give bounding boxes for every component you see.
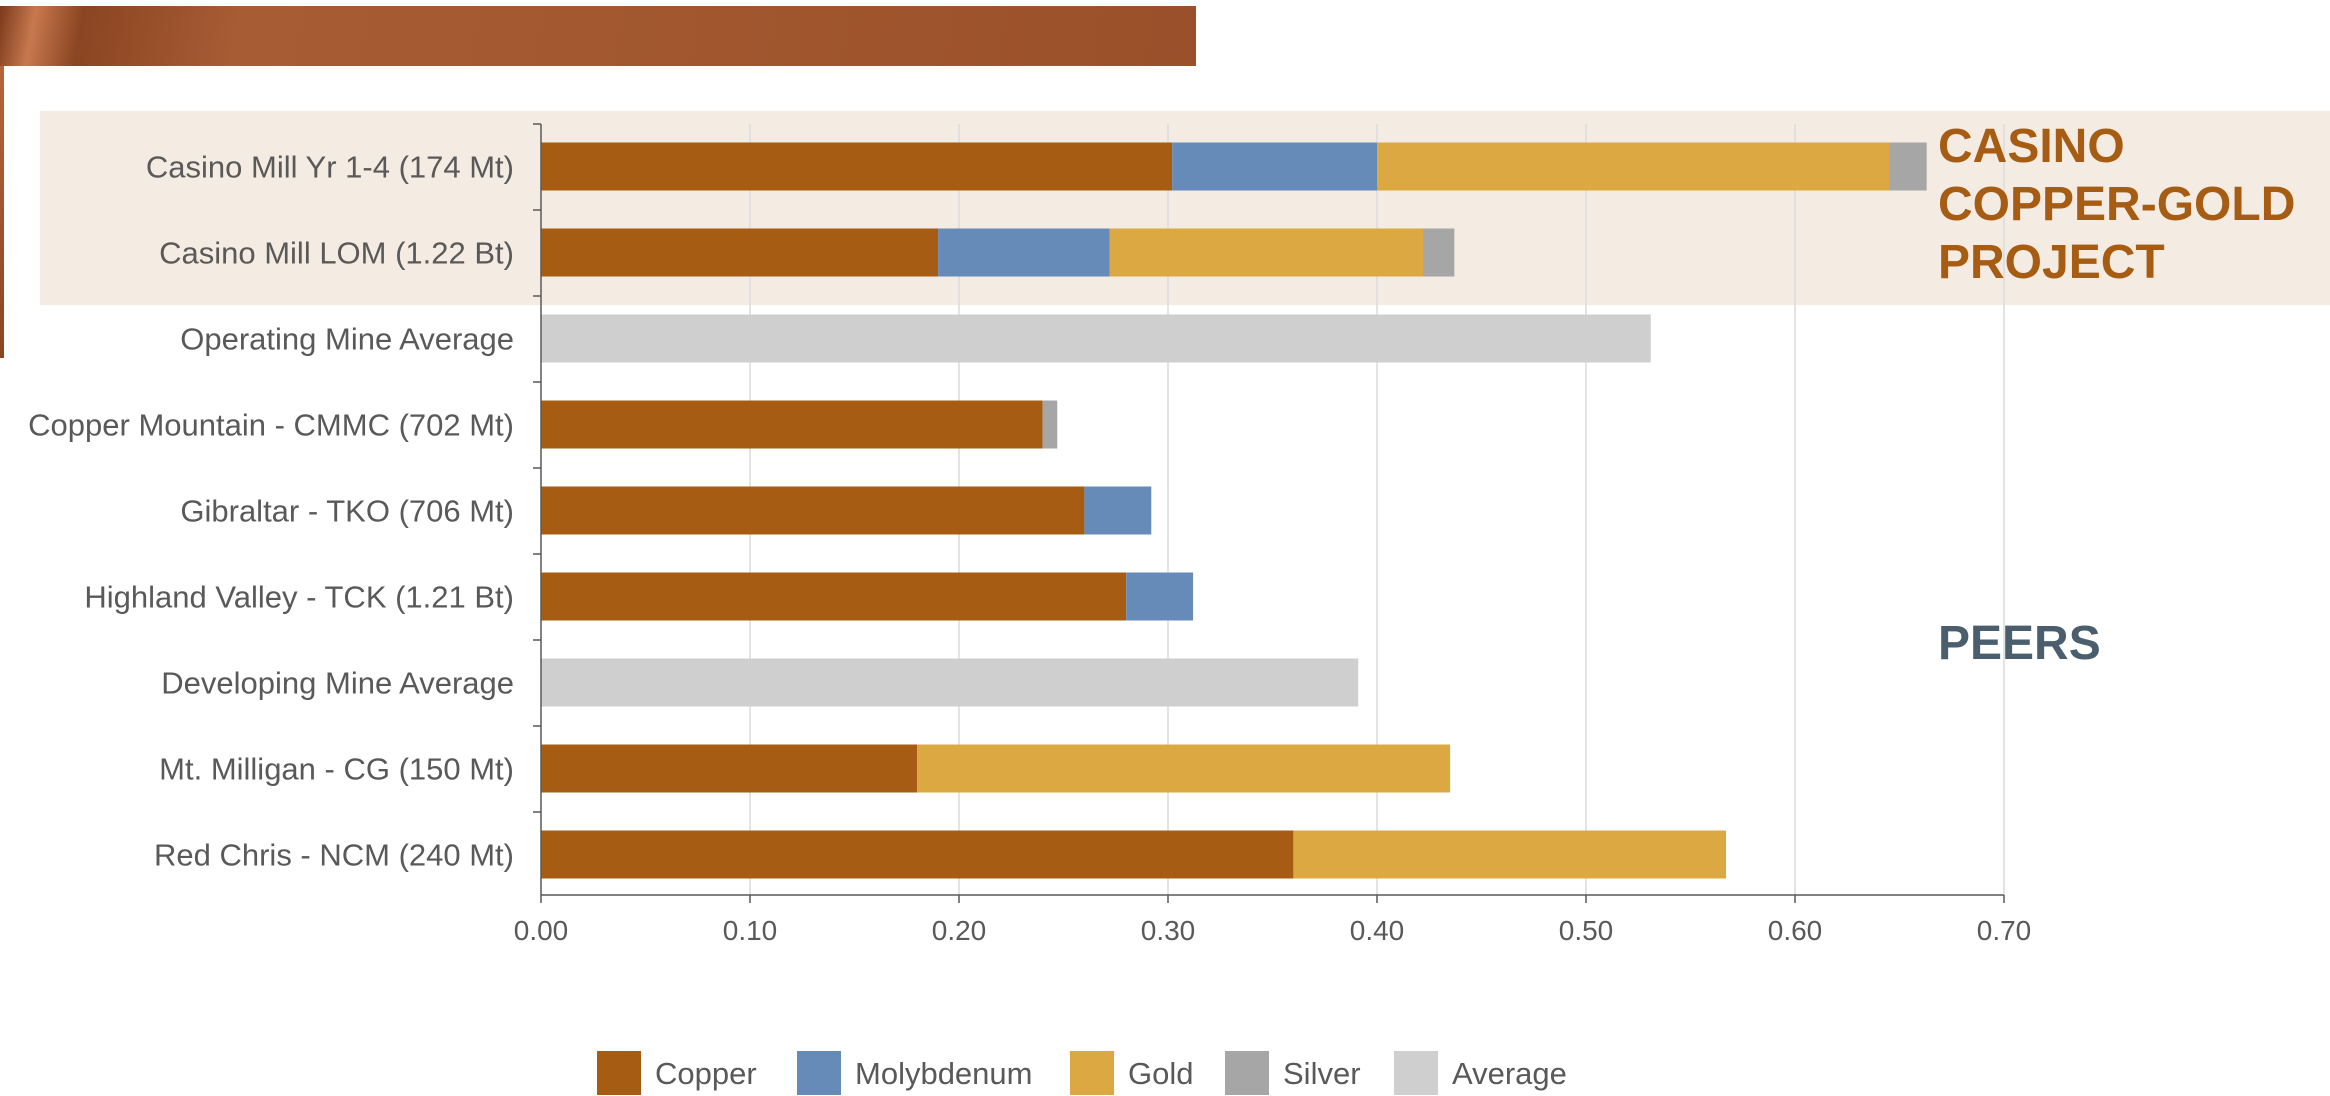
x-tick-label: 0.40 [1350,915,1405,946]
bar-copper-copper-mountain-cmmc-702-mt [541,400,1043,449]
category-label-gibraltar-tko-706-mt: Gibraltar - TKO (706 Mt) [180,494,514,529]
x-tick-label: 0.20 [932,915,987,946]
legend-label-molybdenum: Molybdenum [855,1056,1032,1091]
bar-copper-highland-valley-tck-1-21-bt [541,572,1127,621]
category-label-copper-mountain-cmmc-702-mt: Copper Mountain - CMMC (702 Mt) [28,408,514,443]
legend-swatch-molybdenum [797,1051,841,1095]
category-label-casino-mill-yr-1-4-174-mt: Casino Mill Yr 1-4 (174 Mt) [146,150,514,185]
legend-swatch-average [1394,1051,1438,1095]
category-label-highland-valley-tck-1-21-bt: Highland Valley - TCK (1.21 Bt) [84,580,514,615]
peers-label: PEERS [1938,617,2101,670]
bars [541,142,1927,879]
axes [533,123,2005,903]
bar-copper-casino-mill-lom-1-22-bt [541,228,939,277]
bar-silver-casino-mill-lom-1-22-bt [1422,228,1455,277]
bar-copper-casino-mill-yr-1-4-174-mt [541,142,1173,191]
bar-average-developing-mine-average [541,658,1359,707]
category-labels: Casino Mill Yr 1-4 (174 Mt) Casino Mill L… [28,150,514,873]
bar-average-operating-mine-average [541,314,1651,363]
legend-label-silver: Silver [1283,1056,1361,1091]
bar-gold-mt-milligan-cg-150-mt [917,744,1451,793]
bar-silver-copper-mountain-cmmc-702-mt [1042,400,1058,449]
legend-swatch-silver [1225,1051,1269,1095]
bar-copper-mt-milligan-cg-150-mt [541,744,918,793]
category-label-operating-mine-average: Operating Mine Average [180,322,514,357]
legend-swatch-gold [1070,1051,1114,1095]
bar-molybdenum-casino-mill-yr-1-4-174-mt [1172,142,1377,191]
x-tick-labels: 0.00 0.10 0.20 0.30 0.40 0.50 0.60 0.70 [514,915,2032,946]
header-banner [0,6,1196,66]
bar-silver-casino-mill-yr-1-4-174-mt [1889,142,1927,191]
legend-label-copper: Copper [655,1056,757,1091]
bar-molybdenum-gibraltar-tko-706-mt [1084,486,1152,535]
x-tick-label: 0.10 [723,915,778,946]
x-tick-label: 0.60 [1768,915,1823,946]
bar-gold-red-chris-ncm-240-mt [1293,830,1727,879]
legend-label-gold: Gold [1128,1056,1193,1091]
category-label-mt-milligan-cg-150-mt: Mt. Milligan - CG (150 Mt) [159,752,514,787]
bar-gold-casino-mill-yr-1-4-174-mt [1377,142,1890,191]
x-tick-label: 0.00 [514,915,569,946]
x-tick-label: 0.50 [1559,915,1614,946]
category-label-casino-mill-lom-1-22-bt: Casino Mill LOM (1.22 Bt) [159,236,514,271]
casino-project-label: CASINO COPPER-GOLD PROJECT [1938,120,2296,289]
category-label-developing-mine-average: Developing Mine Average [161,666,514,701]
legend: Copper Molybdenum Gold Silver Average [597,1051,1567,1095]
bar-molybdenum-highland-valley-tck-1-21-bt [1126,572,1194,621]
category-label-red-chris-ncm-240-mt: Red Chris - NCM (240 Mt) [154,838,514,873]
bar-copper-red-chris-ncm-240-mt [541,830,1294,879]
x-tick-label: 0.30 [1141,915,1196,946]
banner-edge-strip [0,66,4,358]
bar-copper-gibraltar-tko-706-mt [541,486,1085,535]
x-tick-label: 0.70 [1977,915,2032,946]
bar-molybdenum-casino-mill-lom-1-22-bt [938,228,1110,277]
bar-gold-casino-mill-lom-1-22-bt [1109,228,1423,277]
legend-swatch-copper [597,1051,641,1095]
legend-label-average: Average [1452,1056,1567,1091]
